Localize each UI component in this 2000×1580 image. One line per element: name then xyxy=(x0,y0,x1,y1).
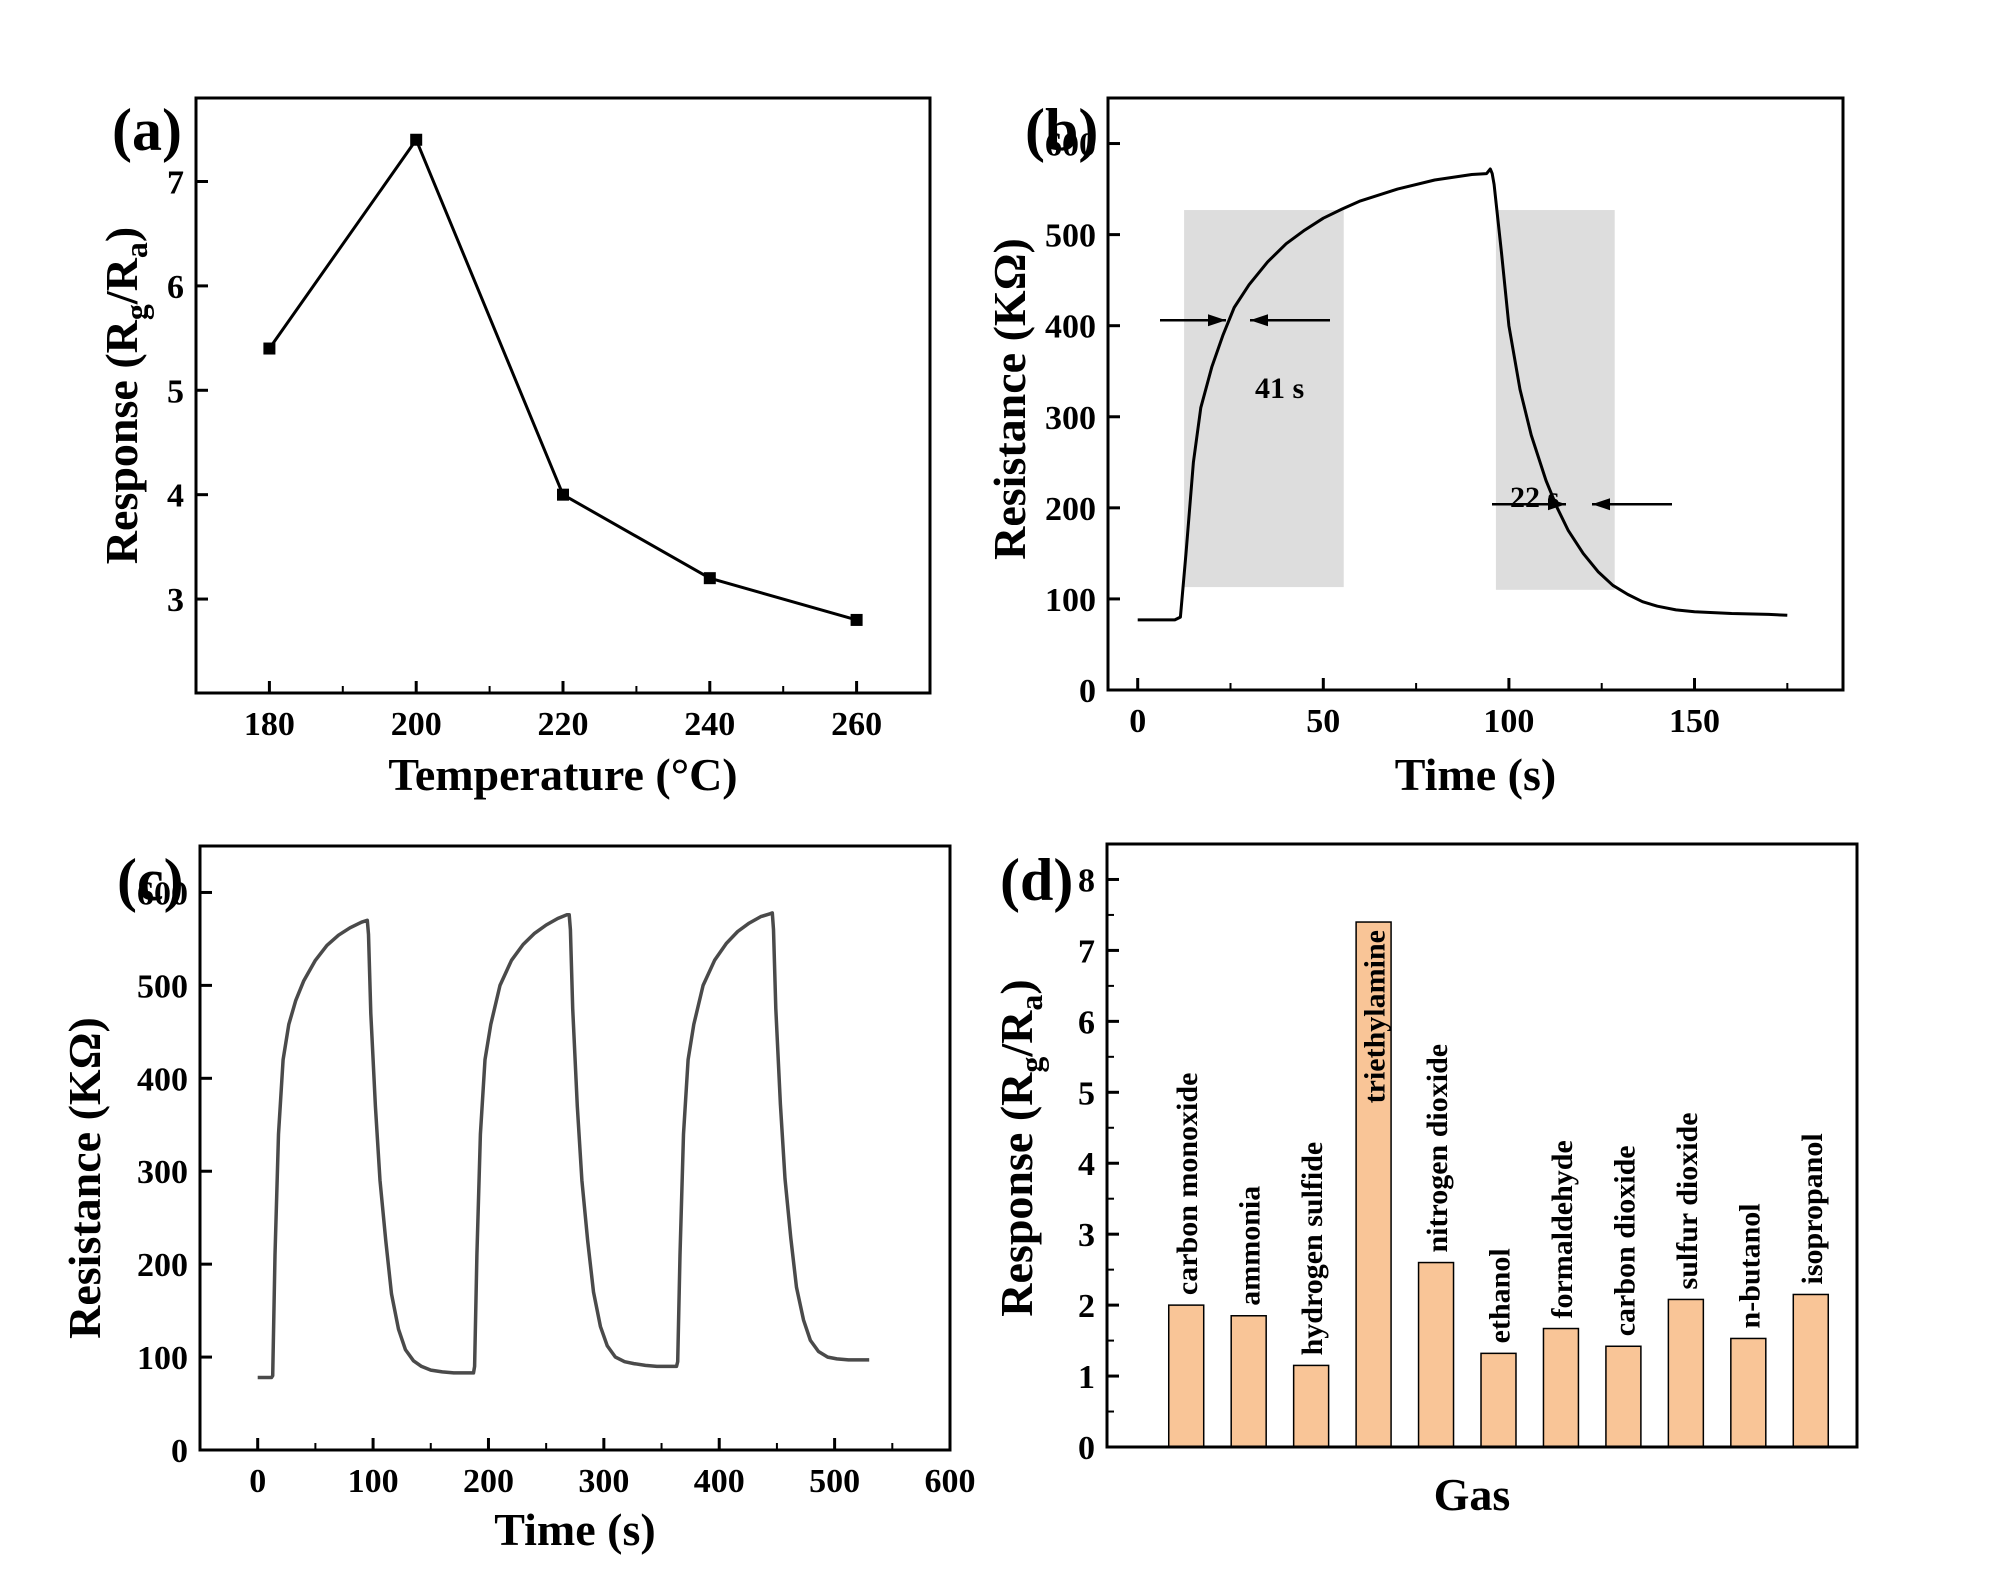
panel-b-arrow-right-head xyxy=(1250,314,1268,327)
panel-d-bar-label: hydrogen sulfide xyxy=(1296,1142,1329,1356)
panel-c-xtick-label: 0 xyxy=(249,1463,266,1500)
panel-d-ytick-label: 8 xyxy=(1078,862,1095,899)
panel-b-shaded-region xyxy=(1184,210,1344,588)
panel-d-bar-label: carbon dioxide xyxy=(1608,1145,1641,1336)
panel-d-bar xyxy=(1355,921,1392,1448)
panel-d-bar-label: formaldehyde xyxy=(1546,1140,1579,1318)
panel-b-xtick-label: 50 xyxy=(1306,703,1340,740)
panel-d-ytick-label: 1 xyxy=(1078,1359,1095,1396)
panel-d-bar xyxy=(1667,1298,1705,1448)
panel-d-ytick-label: 3 xyxy=(1078,1217,1095,1254)
panel-d-bar-label: nitrogen dioxide xyxy=(1421,1044,1454,1253)
panel-b-xtick-label: 150 xyxy=(1669,703,1720,740)
panel-c-xtick-label: 300 xyxy=(578,1463,629,1500)
panel-b-ytick-label: 200 xyxy=(1045,491,1096,528)
panel-b-ytick-label: 100 xyxy=(1045,582,1096,619)
panel-d-ylabel: Response (Rg/Ra) xyxy=(991,979,1049,1316)
panel-d-bar xyxy=(1292,1364,1330,1448)
panel-d-frame xyxy=(1105,842,1859,1449)
panel-d-bar xyxy=(1230,1315,1267,1448)
panel-c-ytick-label: 300 xyxy=(137,1154,188,1191)
panel-d-ytick-label: 7 xyxy=(1078,933,1095,970)
panel-a-point xyxy=(410,133,423,146)
panel-c-xtick-label: 200 xyxy=(463,1463,514,1500)
panel-b-label: (b) xyxy=(1025,97,1098,163)
panel-d-bar xyxy=(1605,1345,1642,1448)
panel-b-xlabel: Time (s) xyxy=(1395,749,1556,800)
panel-c-label: (c) xyxy=(117,847,184,913)
panel-c-ytick-label: 200 xyxy=(137,1247,188,1284)
panel-a-ytick-label: 7 xyxy=(167,165,184,202)
panel-c-ytick-label: 500 xyxy=(137,968,188,1005)
panel-a-ytick-label: 3 xyxy=(167,582,184,619)
panel-b-ytick-label: 0 xyxy=(1079,673,1096,710)
panel-a-ytick-label: 6 xyxy=(167,269,184,306)
panel-b-ytick-label: 300 xyxy=(1045,400,1096,437)
panel-a-series-line xyxy=(268,138,858,622)
panel-d-bar xyxy=(1730,1337,1767,1448)
panel-d-bar xyxy=(1792,1293,1830,1448)
panel-a-frame xyxy=(194,96,932,695)
panel-c-ytick-label: 100 xyxy=(137,1340,188,1377)
panel-b-xtick-label: 0 xyxy=(1129,703,1146,740)
panel-b-annotation-41s: 41 s xyxy=(1255,372,1304,405)
panel-a-point xyxy=(703,572,716,585)
panel-d-ytick-label: 4 xyxy=(1078,1146,1095,1183)
panel-b-series-line xyxy=(1137,167,1788,622)
panel-c-xlabel: Time (s) xyxy=(494,1504,655,1555)
panel-b-ytick-label: 500 xyxy=(1045,218,1096,255)
panel-a-ylabel: Response (Rg/Ra) xyxy=(96,227,154,564)
panel-a-xtick-label: 220 xyxy=(538,706,589,743)
panel-d-bar xyxy=(1167,1304,1205,1448)
panel-c-xtick-label: 100 xyxy=(348,1463,399,1500)
panel-b-arrow-left2-head xyxy=(1548,498,1566,511)
panel-d-label: (d) xyxy=(1000,847,1073,913)
panel-c-ytick-label: 400 xyxy=(137,1061,188,1098)
panel-d-bar-label: isopropanol xyxy=(1796,1133,1829,1284)
panel-b-ylabel: Resistance (KΩ) xyxy=(984,238,1035,560)
panel-c-series-line xyxy=(257,911,870,1380)
panel-d-ytick-label: 5 xyxy=(1078,1075,1095,1112)
panel-d-ytick-label: 6 xyxy=(1078,1004,1095,1041)
panel-a-ytick-label: 4 xyxy=(167,478,184,515)
panel-c-ylabel: Resistance (KΩ) xyxy=(59,1017,110,1339)
panel-c-ytick-label: 600 xyxy=(137,875,188,912)
panel-c-frame xyxy=(198,844,952,1452)
panel-a-xtick-label: 260 xyxy=(831,706,882,743)
panel-a-xtick-label: 180 xyxy=(244,706,295,743)
panel-b-shaded-region xyxy=(1495,210,1615,590)
panel-b-arrow-right2-head xyxy=(1592,498,1610,511)
panel-a-xlabel: Temperature (°C) xyxy=(388,749,737,800)
panel-b-frame xyxy=(1106,96,1845,692)
panel-a-xtick-label: 240 xyxy=(684,706,735,743)
panel-d-bar-label: ethanol xyxy=(1484,1248,1517,1343)
panel-d-bar xyxy=(1417,1261,1455,1448)
panel-b-ytick-label: 400 xyxy=(1045,309,1096,346)
panel-a-ytick-label: 5 xyxy=(167,373,184,410)
panel-d-ytick-label: 0 xyxy=(1078,1430,1095,1467)
panel-d-bar-label: ammonia xyxy=(1234,1186,1267,1306)
panel-d-bar-label: triethylamine xyxy=(1359,930,1392,1103)
panel-b-xtick-label: 100 xyxy=(1483,703,1534,740)
panel-c-xtick-label: 400 xyxy=(694,1463,745,1500)
panel-b-annotation-22s: 22 s xyxy=(1510,481,1559,514)
panel-a-point xyxy=(263,342,276,355)
panel-a-point xyxy=(850,613,863,626)
panel-b-arrow-left-head xyxy=(1208,314,1226,327)
panel-b-ytick-label: 600 xyxy=(1045,127,1096,164)
panel-a-label: (a) xyxy=(112,97,182,163)
panel-c-xtick-label: 600 xyxy=(925,1463,976,1500)
panel-d-bar-label: carbon monoxide xyxy=(1171,1073,1204,1296)
panel-d-bar-label: n-butanol xyxy=(1733,1203,1766,1328)
panel-d-xlabel: Gas xyxy=(1434,1469,1511,1520)
panel-d-bar xyxy=(1480,1352,1517,1448)
panel-d-ytick-label: 2 xyxy=(1078,1288,1095,1325)
panel-a-point xyxy=(557,488,569,501)
panel-a-xtick-label: 200 xyxy=(391,706,442,743)
panel-d-bar xyxy=(1542,1327,1580,1448)
panel-c-xtick-label: 500 xyxy=(809,1463,860,1500)
panel-c-ytick-label: 0 xyxy=(171,1433,188,1470)
panel-d-bar-label: sulfur dioxide xyxy=(1671,1112,1704,1289)
